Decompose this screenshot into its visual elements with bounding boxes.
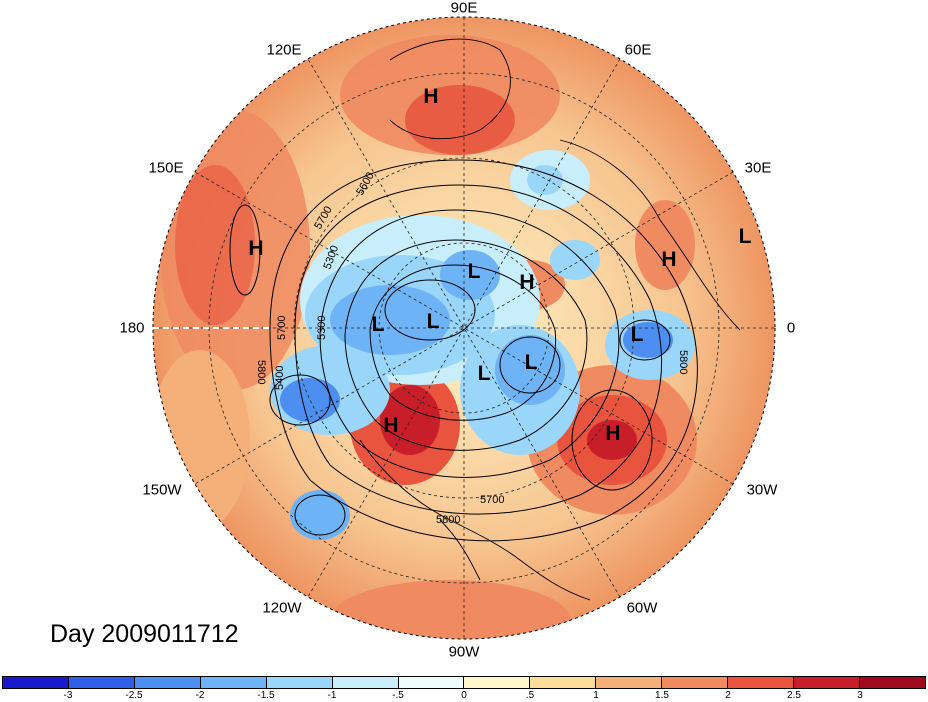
colorbar-swatch <box>596 677 663 688</box>
contour-label: 5400 <box>274 366 286 390</box>
high-pressure-marker: H <box>383 414 399 437</box>
low-pressure-marker: L <box>467 260 481 283</box>
contour-label: 5300 <box>316 316 328 340</box>
low-pressure-marker: L <box>524 351 538 374</box>
longitude-label: 0 <box>786 319 796 337</box>
longitude-label: 150W <box>142 481 182 499</box>
longitude-label: 60W <box>626 599 658 617</box>
longitude-label: 150E <box>148 159 184 177</box>
colorbar-tick-label: 2.5 <box>787 690 801 701</box>
contour-label: 5700 <box>480 494 504 506</box>
colorbar-tick-label: 0 <box>461 690 467 701</box>
high-pressure-marker: H <box>519 271 535 294</box>
colorbar-tick-label: -.5 <box>392 690 404 701</box>
low-pressure-marker: L <box>371 313 385 336</box>
colorbar-tick-label: 1.5 <box>655 690 669 701</box>
contour-label: 5700 <box>276 316 288 340</box>
high-pressure-marker: H <box>423 85 439 108</box>
colorbar-swatch <box>662 677 729 688</box>
colorbar <box>2 676 926 689</box>
longitude-label: 120E <box>266 41 302 59</box>
colorbar-tick-label: -2.5 <box>125 690 143 701</box>
longitude-label: 60E <box>624 41 652 59</box>
colorbar-tick-label: -1.5 <box>257 690 275 701</box>
colorbar-swatch <box>728 677 795 688</box>
colorbar-tick-label: .5 <box>525 690 535 701</box>
colorbar-swatch <box>530 677 597 688</box>
anomaly-field <box>153 17 775 639</box>
contour-label: 5800 <box>436 514 460 526</box>
low-pressure-marker: L <box>477 362 491 385</box>
colorbar-tick-label: 1 <box>593 690 599 701</box>
colorbar-swatch <box>859 677 925 688</box>
map-title: Day 2009011712 <box>50 620 239 648</box>
low-pressure-marker: L <box>738 225 752 248</box>
longitude-label: 30W <box>746 481 778 499</box>
longitude-label: 30E <box>744 159 772 177</box>
colorbar-swatch <box>332 677 399 688</box>
colorbar-tick-label: -1 <box>327 690 337 701</box>
colorbar-tick-label: 2 <box>725 690 731 701</box>
longitude-label: 90E <box>450 0 478 17</box>
colorbar-tick-label: 3 <box>857 690 863 701</box>
colorbar-swatch <box>266 677 333 688</box>
colorbar-swatch <box>398 677 465 688</box>
longitude-label: 90W <box>448 643 480 661</box>
longitude-label: 180 <box>119 319 145 337</box>
contour-label: 5800 <box>255 360 267 384</box>
low-pressure-marker: L <box>426 310 440 333</box>
colorbar-tick-label: -3 <box>63 690 73 701</box>
low-pressure-marker: L <box>630 323 644 346</box>
colorbar-swatch <box>68 677 135 688</box>
longitude-label: 120W <box>262 599 302 617</box>
high-pressure-marker: H <box>605 422 621 445</box>
colorbar-swatch <box>134 677 201 688</box>
colorbar-swatch <box>200 677 267 688</box>
high-pressure-marker: H <box>248 237 264 260</box>
colorbar-tick-label: -2 <box>195 690 205 701</box>
high-pressure-marker: H <box>661 248 677 271</box>
colorbar-swatch <box>3 677 69 688</box>
colorbar-swatch <box>794 677 860 688</box>
contour-label: 5800 <box>677 350 689 374</box>
colorbar-swatch <box>464 677 531 688</box>
map-boundary <box>152 16 776 640</box>
